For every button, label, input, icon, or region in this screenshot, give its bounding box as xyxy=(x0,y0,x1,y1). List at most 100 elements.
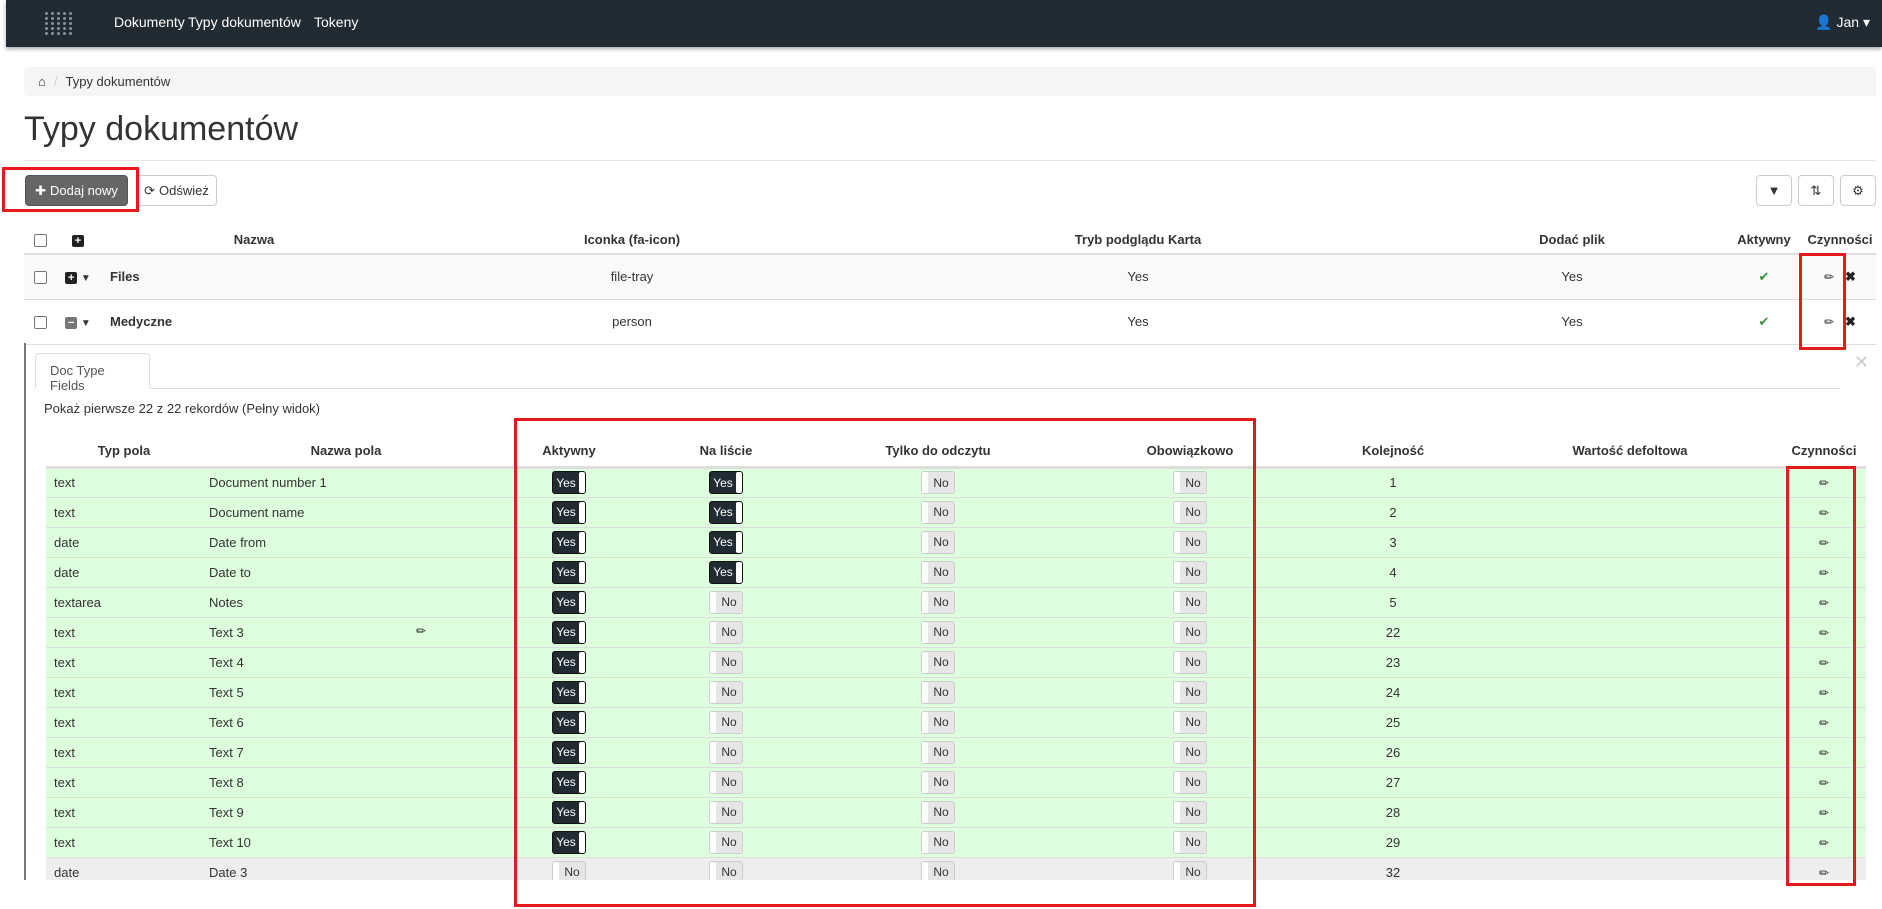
edit-icon[interactable]: ✏︎ xyxy=(1818,775,1830,790)
field-row[interactable]: text Document number 1 Yes Yes No No 1 ✏… xyxy=(46,467,1866,498)
readonly-toggle[interactable]: No xyxy=(921,530,955,554)
field-row[interactable]: text Text 10 Yes No No No 29 ✏︎ xyxy=(46,827,1866,858)
expand-icon[interactable]: + xyxy=(65,271,78,284)
column-header[interactable]: Typ pola xyxy=(46,436,202,469)
readonly-toggle[interactable]: No xyxy=(921,620,955,644)
readonly-toggle[interactable]: No xyxy=(921,740,955,764)
active-toggle[interactable]: Yes xyxy=(552,680,586,704)
readonly-toggle[interactable]: No xyxy=(921,500,955,524)
field-row[interactable]: text Text 9 Yes No No No 28 ✏︎ xyxy=(46,797,1866,828)
required-toggle[interactable]: No xyxy=(1173,530,1207,554)
settings-button[interactable]: ⚙ xyxy=(1840,175,1876,206)
edit-icon[interactable]: ✏︎ xyxy=(1818,655,1830,670)
user-menu[interactable]: 👤 Jan ▾ xyxy=(1815,14,1870,31)
active-toggle[interactable]: Yes xyxy=(552,590,586,614)
required-toggle[interactable]: No xyxy=(1173,471,1207,494)
edit-icon[interactable]: ✏︎ xyxy=(1818,835,1830,850)
edit-icon[interactable]: ✏︎ xyxy=(1818,565,1830,580)
nav-dokumenty[interactable]: Dokumenty xyxy=(114,14,185,30)
required-toggle[interactable]: No xyxy=(1173,710,1207,734)
readonly-toggle[interactable]: No xyxy=(921,800,955,824)
required-toggle[interactable]: No xyxy=(1173,830,1207,854)
header-active[interactable]: Aktywny xyxy=(1724,226,1804,255)
on-list-toggle[interactable]: Yes xyxy=(709,560,743,584)
field-row[interactable]: text Document name Yes Yes No No 2 ✏︎ xyxy=(46,497,1866,528)
on-list-toggle[interactable]: Yes xyxy=(709,471,743,494)
select-all-checkbox[interactable] xyxy=(33,234,47,248)
collapse-icon[interactable]: − xyxy=(65,316,78,329)
header-name[interactable]: Nazwa xyxy=(100,226,408,255)
column-header[interactable]: Wartość defoltowa xyxy=(1478,436,1782,469)
edit-icon[interactable]: ✏︎ xyxy=(1818,805,1830,820)
edit-icon[interactable]: ✏︎ xyxy=(1818,715,1830,730)
on-list-toggle[interactable]: No xyxy=(709,860,743,880)
active-toggle[interactable]: Yes xyxy=(552,740,586,764)
on-list-toggle[interactable]: No xyxy=(709,620,743,644)
active-toggle[interactable]: No xyxy=(552,860,586,880)
active-toggle[interactable]: Yes xyxy=(552,530,586,554)
column-header[interactable]: Nazwa pola xyxy=(202,436,490,469)
field-row[interactable]: text Text 6 Yes No No No 25 ✏︎ xyxy=(46,707,1866,738)
active-toggle[interactable]: Yes xyxy=(552,830,586,854)
readonly-toggle[interactable]: No xyxy=(921,770,955,794)
field-row[interactable]: text Text 5 Yes No No No 24 ✏︎ xyxy=(46,677,1866,708)
field-row[interactable]: date Date 3 No No No No 32 ✏︎ xyxy=(46,857,1866,880)
edit-icon[interactable]: ✏︎ xyxy=(1818,865,1830,880)
required-toggle[interactable]: No xyxy=(1173,860,1207,880)
caret-down-icon[interactable]: ▼ xyxy=(80,273,91,285)
on-list-toggle[interactable]: No xyxy=(709,680,743,704)
on-list-toggle[interactable]: No xyxy=(709,830,743,854)
required-toggle[interactable]: No xyxy=(1173,500,1207,524)
readonly-toggle[interactable]: No xyxy=(921,830,955,854)
field-row[interactable]: text Text 7 Yes No No No 26 ✏︎ xyxy=(46,737,1866,768)
edit-icon[interactable]: ✏︎ xyxy=(1818,476,1830,490)
edit-icon[interactable]: ✏︎ xyxy=(1818,745,1830,760)
active-toggle[interactable]: Yes xyxy=(552,800,586,824)
active-toggle[interactable]: Yes xyxy=(552,560,586,584)
table-row[interactable]: + ▼ Files file-tray Yes Yes ✔ ✏︎ ✖ xyxy=(24,254,1876,300)
field-row[interactable]: textarea Notes Yes No No No 5 ✏︎ xyxy=(46,587,1866,618)
header-preview[interactable]: Tryb podglądu Karta xyxy=(856,226,1420,255)
readonly-toggle[interactable]: No xyxy=(921,860,955,880)
readonly-toggle[interactable]: No xyxy=(921,560,955,584)
required-toggle[interactable]: No xyxy=(1173,740,1207,764)
nav-typy-dokumentow[interactable]: Typy dokumentów xyxy=(188,14,301,30)
readonly-toggle[interactable]: No xyxy=(921,710,955,734)
required-toggle[interactable]: No xyxy=(1173,620,1207,644)
column-header[interactable]: Obowiązkowo xyxy=(1072,436,1308,469)
required-toggle[interactable]: No xyxy=(1173,770,1207,794)
column-header[interactable]: Tylko do odczytu xyxy=(804,436,1072,469)
active-toggle[interactable]: Yes xyxy=(552,650,586,674)
on-list-toggle[interactable]: No xyxy=(709,800,743,824)
active-toggle[interactable]: Yes xyxy=(552,500,586,524)
field-row[interactable]: text Text 3 ✏︎ Yes No No No 22 ✏︎ xyxy=(46,617,1866,648)
edit-icon[interactable]: ✏︎ xyxy=(1818,625,1830,640)
column-header[interactable]: Aktywny xyxy=(490,436,648,469)
edit-icon[interactable]: ✏︎ xyxy=(1818,505,1830,520)
edit-icon[interactable]: ✏︎ xyxy=(1818,535,1830,550)
on-list-toggle[interactable]: No xyxy=(709,590,743,614)
on-list-toggle[interactable]: No xyxy=(709,650,743,674)
on-list-toggle[interactable]: No xyxy=(709,740,743,764)
active-toggle[interactable]: Yes xyxy=(552,710,586,734)
required-toggle[interactable]: No xyxy=(1173,590,1207,614)
required-toggle[interactable]: No xyxy=(1173,800,1207,824)
row-checkbox[interactable] xyxy=(33,316,47,330)
header-add-file[interactable]: Dodać plik xyxy=(1420,226,1724,255)
readonly-toggle[interactable]: No xyxy=(921,650,955,674)
refresh-button[interactable]: ⟳ Odśwież xyxy=(136,175,217,206)
on-list-toggle[interactable]: No xyxy=(709,770,743,794)
field-row[interactable]: text Text 8 Yes No No No 27 ✏︎ xyxy=(46,767,1866,798)
filter-button[interactable]: ▼ xyxy=(1756,175,1792,206)
nav-tokeny[interactable]: Tokeny xyxy=(314,14,359,30)
field-row[interactable]: date Date to Yes Yes No No 4 ✏︎ xyxy=(46,557,1866,588)
sort-button[interactable]: ⇅ xyxy=(1798,175,1834,206)
delete-icon[interactable]: ✖ xyxy=(1845,313,1856,329)
row-checkbox[interactable] xyxy=(33,271,47,285)
column-header[interactable]: Na liście xyxy=(648,436,804,469)
close-icon[interactable]: ✕ xyxy=(1854,352,1870,372)
field-row[interactable]: date Date from Yes Yes No No 3 ✏︎ xyxy=(46,527,1866,558)
caret-down-icon[interactable]: ▼ xyxy=(80,318,91,329)
expand-all-icon[interactable]: + xyxy=(72,234,84,247)
required-toggle[interactable]: No xyxy=(1173,560,1207,584)
